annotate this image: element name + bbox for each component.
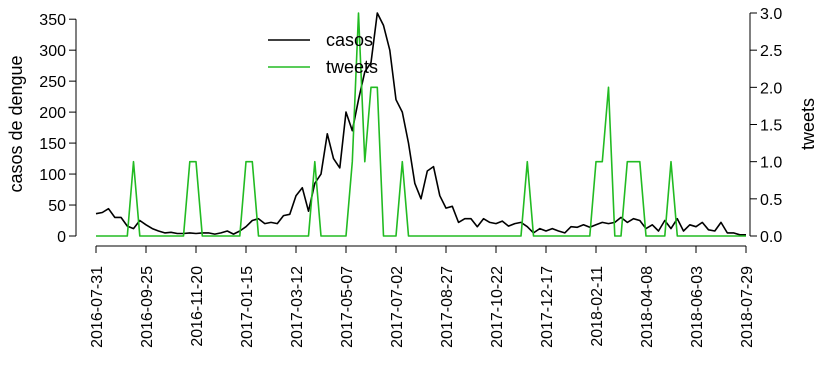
y-axis-label-left: casos de dengue xyxy=(6,55,26,192)
series-line-tweets xyxy=(96,13,746,236)
x-tick-label: 2018-02-11 xyxy=(589,266,606,347)
y-tick-label-left: 0 xyxy=(57,229,66,246)
legend: casos tweets xyxy=(268,30,378,77)
x-tick-label: 2018-04-08 xyxy=(639,266,656,348)
y-tick-label-right: 0.5 xyxy=(760,192,782,209)
y-tick-label-right: 3.0 xyxy=(760,6,782,23)
x-tick-label: 2017-01-15 xyxy=(239,266,256,348)
y-tick-label-right: 2.5 xyxy=(760,43,782,60)
x-tick-label: 2016-11-20 xyxy=(189,266,206,347)
y-tick-label-right: 1.0 xyxy=(760,155,782,172)
y-axis-label-right: tweets xyxy=(798,98,818,150)
x-tick-label: 2017-07-02 xyxy=(389,266,406,348)
axes-layer: 0 50 100 150 200 250 300 350 0.0 0.5 1.0 1.5 2.0 2.5 3… xyxy=(39,6,782,348)
series-line-casos xyxy=(96,13,746,235)
y-tick-label-left: 150 xyxy=(39,136,66,153)
legend-label-casos: casos xyxy=(326,30,373,50)
y-tick-label-left: 300 xyxy=(39,43,66,60)
y-tick-label-left: 200 xyxy=(39,105,66,122)
y-tick-label-left: 100 xyxy=(39,167,66,184)
y-tick-label-right: 0.0 xyxy=(760,229,782,246)
x-tick-label: 2018-07-29 xyxy=(739,266,756,348)
x-tick-label: 2017-03-12 xyxy=(289,266,306,348)
y-tick-label-right: 2.0 xyxy=(760,80,782,97)
x-tick-label: 2017-05-07 xyxy=(339,266,356,348)
x-tick-label: 2017-12-17 xyxy=(539,266,556,348)
x-tick-label: 2016-09-25 xyxy=(139,266,156,348)
x-tick-label: 2017-08-27 xyxy=(439,266,456,348)
y-tick-label-left: 250 xyxy=(39,74,66,91)
x-tick-label: 2017-10-22 xyxy=(489,266,506,348)
x-tick-label: 2018-06-03 xyxy=(689,266,706,348)
legend-label-tweets: tweets xyxy=(326,57,378,77)
y-tick-label-left: 50 xyxy=(48,198,66,215)
y-tick-label-left: 350 xyxy=(39,12,66,29)
series-layer xyxy=(96,13,746,236)
x-tick-label: 2016-07-31 xyxy=(89,266,106,348)
y-tick-label-right: 1.5 xyxy=(760,118,782,135)
